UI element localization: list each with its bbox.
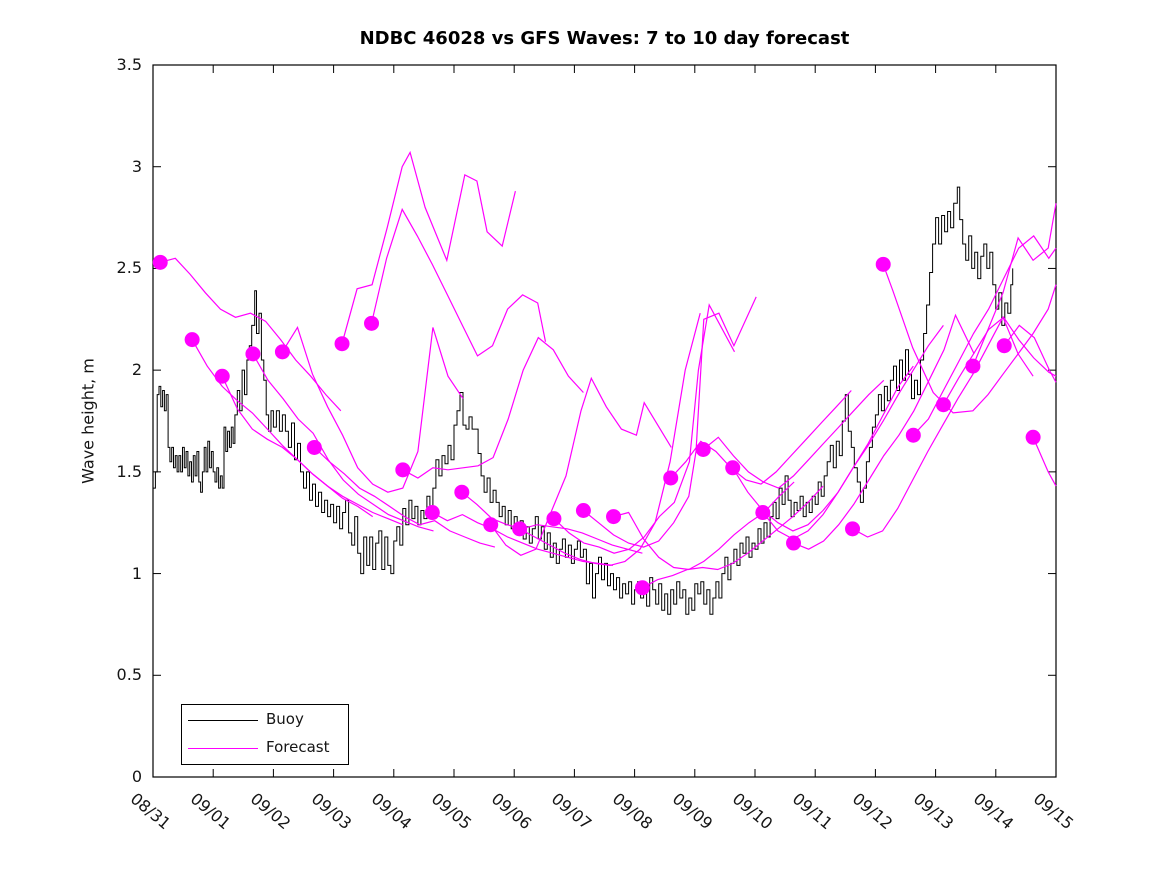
forecast-start-dot bbox=[454, 484, 470, 500]
forecast-start-dot bbox=[965, 358, 981, 374]
forecast-line bbox=[191, 339, 374, 518]
y-tick-label: 3.5 bbox=[116, 55, 142, 74]
forecast-line bbox=[702, 379, 885, 489]
forecast-line bbox=[432, 511, 613, 566]
y-tick-label: 2.5 bbox=[116, 258, 142, 278]
forecast-line bbox=[281, 325, 464, 493]
forecast-line bbox=[793, 313, 975, 550]
forecast-start-dot bbox=[546, 511, 562, 527]
forecast-start-dot bbox=[755, 505, 771, 521]
y-tick-label: 2 bbox=[131, 360, 142, 380]
forecast-line bbox=[882, 264, 1057, 414]
forecast-start-dot bbox=[786, 535, 802, 551]
forecast-line bbox=[553, 303, 736, 554]
legend-line-buoy bbox=[188, 720, 258, 721]
axes-box bbox=[152, 64, 1057, 778]
forecast-start-dot bbox=[875, 256, 891, 272]
forecast-start-dot bbox=[935, 397, 951, 413]
forecast-start-dot bbox=[245, 346, 261, 362]
forecast-line bbox=[402, 336, 584, 479]
forecast-start-dot bbox=[364, 315, 380, 331]
forecast-start-dot bbox=[483, 517, 499, 533]
legend-entry-buoy: Buoy bbox=[182, 707, 348, 735]
forecast-line bbox=[313, 446, 496, 548]
forecast-start-dot bbox=[845, 521, 861, 537]
forecast-start-dot bbox=[1025, 429, 1041, 445]
forecast-start-dot bbox=[274, 344, 290, 360]
forecast-line bbox=[490, 376, 672, 556]
forecast-start-dot bbox=[695, 441, 711, 457]
forecast-start-dot bbox=[905, 427, 921, 443]
forecast-line bbox=[252, 353, 434, 532]
legend[interactable]: Buoy Forecast bbox=[181, 704, 349, 765]
forecast-start-dot bbox=[334, 336, 350, 352]
forecast-line bbox=[972, 203, 1057, 367]
forecast-start-dot bbox=[152, 254, 168, 270]
forecast-start-dot bbox=[395, 462, 411, 478]
y-tick-label: 0 bbox=[131, 767, 142, 786]
forecast-start-dot bbox=[575, 503, 591, 519]
forecast-start-dot bbox=[214, 368, 230, 384]
forecast-start-dot bbox=[725, 460, 741, 476]
y-tick-label: 1 bbox=[131, 563, 142, 583]
forecast-line bbox=[370, 207, 547, 357]
forecast-start-dot bbox=[424, 505, 440, 521]
buoy-line bbox=[153, 186, 1014, 615]
forecast-start-dot bbox=[184, 332, 200, 348]
forecast-line bbox=[519, 313, 701, 567]
y-tick-label: 0.5 bbox=[116, 665, 142, 685]
forecast-line bbox=[341, 150, 516, 344]
chart-title: NDBC 46028 vs GFS Waves: 7 to 10 day for… bbox=[359, 28, 850, 49]
forecast-start-dot bbox=[306, 439, 322, 455]
legend-label-buoy: Buoy bbox=[266, 710, 304, 728]
forecast-line bbox=[1032, 437, 1057, 487]
forecast-line bbox=[1003, 324, 1057, 383]
forecast-start-dot bbox=[634, 580, 650, 596]
forecast-line bbox=[670, 390, 852, 485]
y-tick-label: 3 bbox=[131, 156, 142, 176]
forecast-line bbox=[583, 296, 757, 548]
forecast-start-dot bbox=[512, 521, 528, 537]
forecast-line bbox=[221, 375, 404, 526]
legend-label-forecast: Forecast bbox=[266, 738, 330, 756]
legend-line-forecast bbox=[188, 748, 258, 749]
forecast-start-dot bbox=[663, 470, 679, 486]
forecast-line bbox=[160, 257, 342, 412]
forecast-start-dot bbox=[606, 509, 622, 525]
forecast-line bbox=[642, 485, 824, 589]
y-tick-label: 1.5 bbox=[116, 461, 142, 481]
forecast-line bbox=[942, 316, 1057, 405]
forecast-start-dot bbox=[996, 338, 1012, 354]
legend-entry-forecast: Forecast bbox=[182, 735, 348, 763]
